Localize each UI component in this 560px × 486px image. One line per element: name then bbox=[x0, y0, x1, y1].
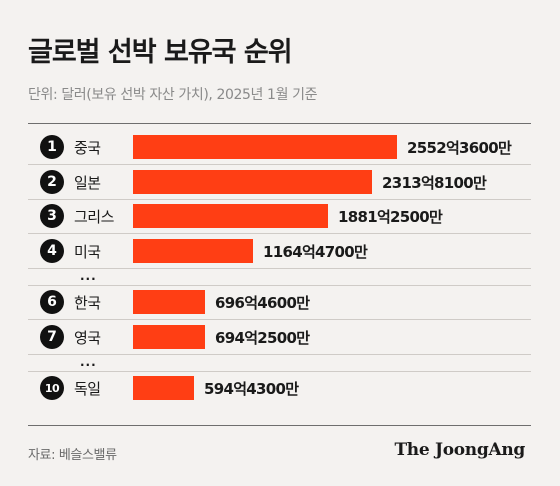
bar-3 bbox=[133, 204, 328, 228]
row-divider bbox=[28, 198, 531, 200]
value-label: 2313억8100만 bbox=[382, 173, 487, 192]
rank-badge-2: 2 bbox=[40, 169, 64, 194]
country-label: 그리스 bbox=[74, 208, 114, 226]
row-divider bbox=[28, 267, 531, 269]
value-label: 694억2500만 bbox=[215, 328, 310, 347]
rank-gap-ellipsis: ... bbox=[80, 354, 97, 369]
row-divider bbox=[28, 164, 531, 165]
bar-4 bbox=[133, 238, 253, 263]
rank-badge-7: 7 bbox=[40, 324, 64, 349]
value-label: 1881억2500만 bbox=[338, 208, 443, 226]
top-divider bbox=[28, 123, 531, 124]
rank-badge-10: 10 bbox=[40, 376, 64, 400]
rank-badge-6: 6 bbox=[40, 290, 64, 314]
bar-10 bbox=[133, 376, 194, 400]
bottom-divider bbox=[28, 425, 531, 426]
rank-badge-3: 3 bbox=[40, 204, 64, 228]
bar-1 bbox=[133, 135, 397, 159]
value-label: 2552억3600만 bbox=[407, 139, 512, 157]
source-note: 자료: 베슬스밸류 bbox=[28, 448, 117, 463]
row-divider bbox=[28, 370, 531, 372]
bar-6 bbox=[133, 290, 205, 314]
country-label: 일본 bbox=[74, 173, 101, 192]
country-label: 한국 bbox=[74, 294, 101, 312]
row-divider bbox=[28, 353, 531, 355]
country-label: 미국 bbox=[74, 242, 101, 261]
rank-badge-1: 1 bbox=[40, 135, 64, 159]
chart-subtitle: 단위: 달러(보유 선박 자산 가치), 2025년 1월 기준 bbox=[28, 87, 318, 103]
row-divider bbox=[28, 284, 531, 286]
country-label: 영국 bbox=[74, 328, 101, 347]
value-label: 594억4300만 bbox=[204, 380, 299, 398]
country-label: 중국 bbox=[74, 139, 101, 157]
rank-badge-4: 4 bbox=[40, 238, 64, 263]
rank-gap-ellipsis: ... bbox=[80, 268, 97, 283]
value-label: 1164억4700만 bbox=[263, 242, 368, 261]
bar-2 bbox=[133, 169, 372, 194]
chart-title: 글로벌 선박 보유국 순위 bbox=[28, 37, 293, 68]
bar-7 bbox=[133, 324, 205, 349]
row-divider bbox=[28, 233, 531, 234]
brand-logo: The JoongAng bbox=[394, 440, 525, 460]
country-label: 독일 bbox=[74, 380, 101, 398]
row-divider bbox=[28, 319, 531, 320]
value-label: 696억4600만 bbox=[215, 294, 310, 312]
